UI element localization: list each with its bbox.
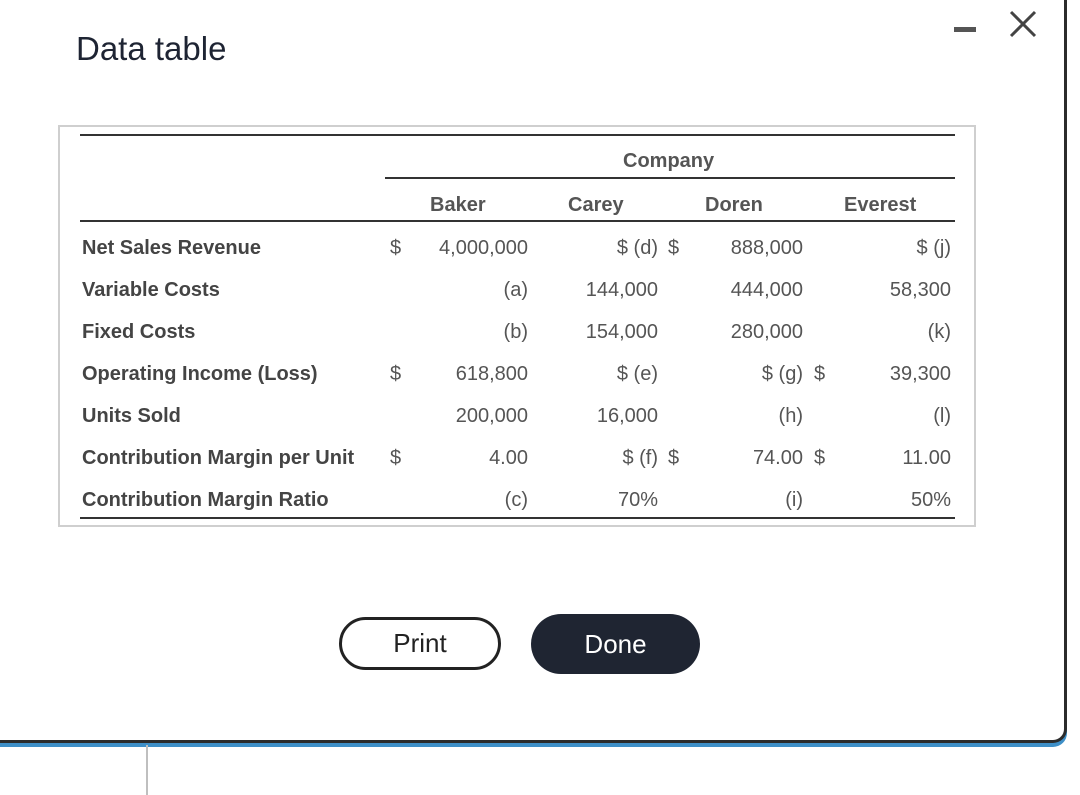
baker-value: 4.00 — [489, 447, 528, 469]
column-header-doren: Doren — [705, 194, 763, 216]
doren-value: 74.00 — [752, 447, 803, 469]
doren-value: 888,000 — [730, 237, 803, 259]
everest-value: 50% — [910, 489, 951, 511]
print-button[interactable]: Print — [339, 617, 501, 670]
baker-dollar-sign: $ — [390, 363, 402, 385]
row-label: Fixed Costs — [82, 321, 196, 343]
everest-value: $ (j) — [916, 237, 951, 259]
carey-value: $ (d) — [616, 237, 658, 259]
baker-value: 618,800 — [455, 363, 528, 385]
row-label: Operating Income (Loss) — [82, 363, 318, 385]
everest-value: 39,300 — [889, 363, 951, 385]
close-icon — [1009, 10, 1037, 38]
row-label: Contribution Margin Ratio — [82, 489, 329, 511]
column-header-baker: Baker — [430, 194, 486, 216]
table-top-rule — [80, 134, 955, 136]
column-header-carey: Carey — [568, 194, 624, 216]
modal-title: Data table — [76, 30, 227, 67]
carey-dollar-sign: $ — [668, 237, 680, 259]
carey-value: $ (e) — [616, 363, 658, 385]
row-label: Contribution Margin per Unit — [82, 447, 355, 469]
doren-value: 444,000 — [730, 279, 803, 301]
minimize-button[interactable] — [954, 24, 978, 34]
row-label: Units Sold — [82, 405, 181, 427]
row-label: Net Sales Revenue — [82, 237, 261, 259]
row-label: Variable Costs — [82, 279, 220, 301]
baker-dollar-sign: $ — [390, 447, 402, 469]
baker-dollar-sign: $ — [390, 237, 402, 259]
doren-value: (h) — [778, 405, 803, 427]
carey-value: 16,000 — [596, 405, 658, 427]
data-table-modal: Data table — [0, 0, 1067, 743]
minimize-icon — [954, 27, 976, 32]
carey-value: 70% — [617, 489, 658, 511]
doren-dollar-sign: $ — [814, 447, 826, 469]
everest-value: 58,300 — [889, 279, 951, 301]
baker-value: (c) — [504, 489, 528, 511]
baker-value: (b) — [503, 321, 528, 343]
carey-dollar-sign: $ — [668, 447, 680, 469]
everest-value: (k) — [927, 321, 951, 343]
company-underline — [385, 177, 955, 179]
doren-dollar-sign: $ — [814, 363, 826, 385]
doren-value: $ (g) — [761, 363, 803, 385]
baker-value: 200,000 — [455, 405, 528, 427]
done-button[interactable]: Done — [531, 614, 700, 674]
table-bottom-rule — [80, 517, 955, 519]
carey-value: 154,000 — [585, 321, 658, 343]
column-header-everest: Everest — [844, 194, 917, 216]
close-button[interactable] — [1006, 6, 1040, 42]
everest-value: (l) — [933, 405, 951, 427]
baker-value: 4,000,000 — [439, 237, 528, 259]
background-divider — [146, 745, 148, 795]
header-underline — [80, 220, 955, 222]
doren-value: 280,000 — [730, 321, 803, 343]
carey-value: 144,000 — [585, 279, 658, 301]
doren-value: (i) — [785, 489, 803, 511]
data-table — [58, 125, 976, 527]
everest-value: 11.00 — [902, 447, 951, 469]
carey-value: $ (f) — [622, 447, 658, 469]
baker-value: (a) — [503, 279, 528, 301]
company-header: Company — [623, 150, 715, 172]
